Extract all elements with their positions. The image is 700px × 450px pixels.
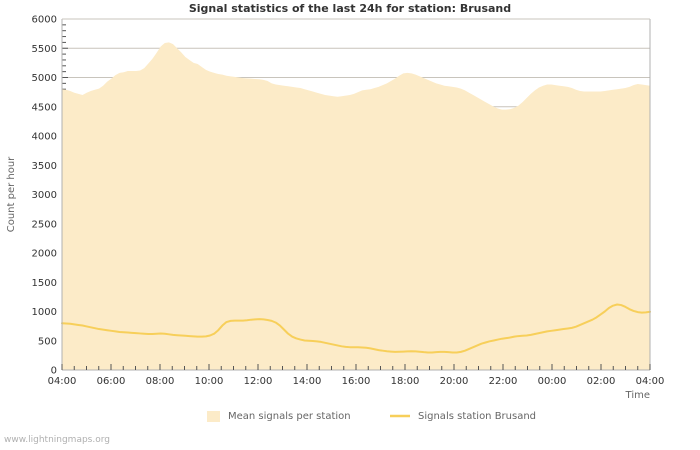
x-axis-label: Time [625,390,650,401]
area-series-mean-signals [62,42,650,371]
y-tick-label: 1000 [32,307,57,318]
line-series-brusand [61,303,651,354]
y-tick-label: 5000 [32,73,57,84]
x-tick-label: 14:00 [293,376,322,387]
x-tick-label: 02:00 [587,376,616,387]
y-tick-label: 500 [38,336,57,347]
x-tick-label: 10:00 [195,376,224,387]
x-axis-ticks [61,364,651,370]
y-tick-label: 0 [51,366,57,377]
watermark: www.lightningmaps.org [4,435,110,445]
y-tick-label: 6000 [32,15,57,26]
x-tick-label: 08:00 [146,376,175,387]
x-tick-label: 20:00 [440,376,469,387]
y-tick-label: 4000 [32,132,57,143]
x-tick-label: 06:00 [97,376,126,387]
y-tick-label: 1500 [32,278,57,289]
chart-title: Signal statistics of the last 24h for st… [189,2,511,15]
y-tick-label: 3500 [32,161,57,172]
y-axis-label: Count per hour [6,156,17,232]
legend-label: Mean signals per station [228,411,351,422]
y-tick-label: 2500 [32,219,57,230]
legend-label: Signals station Brusand [418,411,536,422]
x-tick-label: 18:00 [391,376,420,387]
chart-legend: Mean signals per station Signals station … [207,411,536,422]
x-tick-label: 04:00 [48,376,77,387]
x-tick-label: 00:00 [538,376,567,387]
x-tick-label: 16:00 [342,376,371,387]
legend-swatch-area [207,411,220,422]
x-tick-label: 22:00 [489,376,518,387]
x-axis-tick-labels: 04:00 06:00 08:00 10:00 12:00 14:00 16:00 18:00… [48,376,665,387]
y-tick-label: 4500 [32,102,57,113]
x-tick-label: 04:00 [636,376,665,387]
y-tick-label: 5500 [32,44,57,55]
y-tick-label: 2000 [32,249,57,260]
y-tick-label: 3000 [32,190,57,201]
x-tick-label: 12:00 [244,376,273,387]
y-axis-tick-labels: 0 500 1000 1500 2000 2500 3000 3500 4000 4500 5000… [32,15,57,377]
